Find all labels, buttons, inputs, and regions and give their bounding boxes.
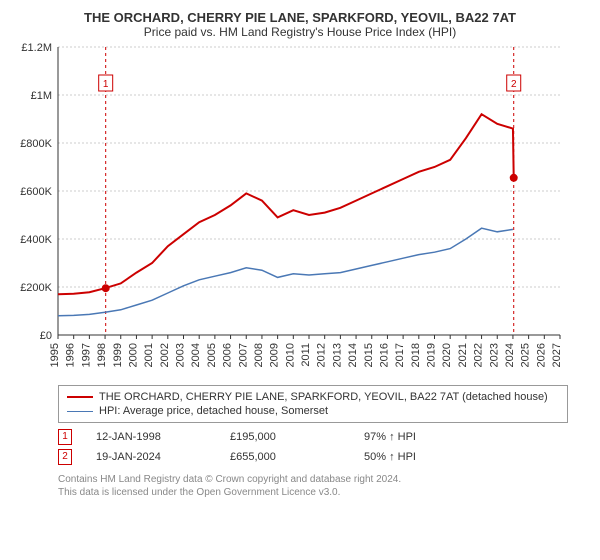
transaction-date: 12-JAN-1998 [96, 431, 206, 443]
svg-text:2011: 2011 [300, 343, 312, 367]
svg-text:2006: 2006 [222, 343, 234, 367]
legend-swatch [67, 396, 93, 398]
svg-text:2015: 2015 [363, 343, 375, 367]
svg-text:£200K: £200K [20, 282, 52, 294]
chart-subtitle: Price paid vs. HM Land Registry's House … [12, 25, 588, 39]
transaction-pct: 50% ↑ HPI [364, 451, 474, 463]
legend-row: HPI: Average price, detached house, Some… [67, 404, 559, 418]
legend-row: THE ORCHARD, CHERRY PIE LANE, SPARKFORD,… [67, 390, 559, 404]
chart-title: THE ORCHARD, CHERRY PIE LANE, SPARKFORD,… [12, 10, 588, 25]
transaction-date: 19-JAN-2024 [96, 451, 206, 463]
svg-text:2002: 2002 [159, 343, 171, 367]
transaction-price: £195,000 [230, 431, 340, 443]
svg-text:2: 2 [511, 79, 517, 90]
svg-text:2008: 2008 [253, 343, 265, 367]
svg-text:1999: 1999 [112, 343, 124, 367]
svg-text:£1M: £1M [31, 90, 52, 102]
svg-text:2018: 2018 [410, 343, 422, 367]
svg-text:2020: 2020 [441, 343, 453, 367]
svg-text:2014: 2014 [347, 343, 359, 367]
svg-text:2012: 2012 [316, 343, 328, 367]
svg-text:2026: 2026 [535, 343, 547, 367]
svg-text:1998: 1998 [96, 343, 108, 367]
svg-text:2013: 2013 [331, 343, 343, 367]
svg-text:2001: 2001 [143, 343, 155, 367]
svg-text:£400K: £400K [20, 234, 52, 246]
legend-label: THE ORCHARD, CHERRY PIE LANE, SPARKFORD,… [99, 391, 548, 403]
svg-text:2003: 2003 [175, 343, 187, 367]
svg-text:2023: 2023 [488, 343, 500, 367]
transaction-marker: 2 [58, 449, 72, 465]
svg-text:£0: £0 [40, 330, 52, 342]
transaction-price: £655,000 [230, 451, 340, 463]
svg-text:2016: 2016 [378, 343, 390, 367]
svg-text:£600K: £600K [20, 186, 52, 198]
svg-text:2005: 2005 [206, 343, 218, 367]
svg-text:1995: 1995 [49, 343, 61, 367]
transaction-marker: 1 [58, 429, 72, 445]
footer-attribution: Contains HM Land Registry data © Crown c… [58, 473, 568, 499]
svg-text:2022: 2022 [473, 343, 485, 367]
legend-swatch [67, 411, 93, 412]
legend-label: HPI: Average price, detached house, Some… [99, 405, 328, 417]
svg-text:2000: 2000 [127, 343, 139, 367]
svg-text:2009: 2009 [269, 343, 281, 367]
svg-text:2025: 2025 [520, 343, 532, 367]
transaction-row: 1 12-JAN-1998 £195,000 97% ↑ HPI [58, 427, 568, 447]
svg-text:2021: 2021 [457, 343, 469, 367]
legend: THE ORCHARD, CHERRY PIE LANE, SPARKFORD,… [58, 385, 568, 423]
svg-text:2019: 2019 [426, 343, 438, 367]
svg-text:£800K: £800K [20, 138, 52, 150]
svg-text:£1.2M: £1.2M [21, 42, 52, 54]
svg-text:2027: 2027 [551, 343, 563, 367]
chart-svg: £0£200K£400K£600K£800K£1M£1.2M1995199619… [12, 39, 572, 379]
svg-text:2007: 2007 [237, 343, 249, 367]
footer-line-1: Contains HM Land Registry data © Crown c… [58, 473, 568, 486]
transaction-rows: 1 12-JAN-1998 £195,000 97% ↑ HPI 2 19-JAN-202… [58, 427, 568, 467]
chart-area: £0£200K£400K£600K£800K£1M£1.2M1995199619… [12, 39, 588, 379]
svg-text:2010: 2010 [284, 343, 296, 367]
svg-text:2004: 2004 [190, 343, 202, 367]
svg-text:1: 1 [103, 79, 109, 90]
svg-text:1997: 1997 [80, 343, 92, 367]
svg-text:2024: 2024 [504, 343, 516, 367]
svg-text:2017: 2017 [394, 343, 406, 367]
transaction-row: 2 19-JAN-2024 £655,000 50% ↑ HPI [58, 447, 568, 467]
svg-text:1996: 1996 [65, 343, 77, 367]
footer-line-2: This data is licensed under the Open Gov… [58, 486, 568, 499]
transaction-pct: 97% ↑ HPI [364, 431, 474, 443]
